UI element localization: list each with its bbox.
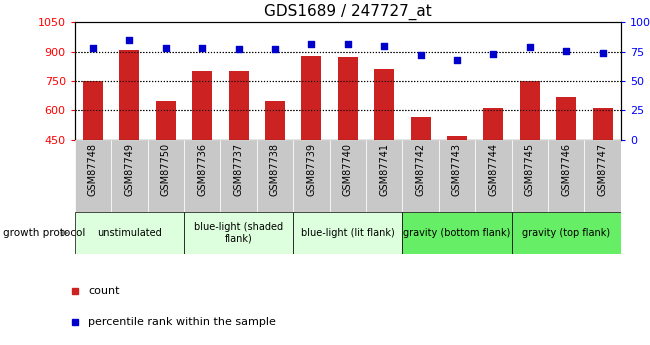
Bar xyxy=(411,117,430,140)
Bar xyxy=(374,69,394,140)
Bar xyxy=(265,101,285,140)
Point xyxy=(270,47,280,52)
Text: GSM87742: GSM87742 xyxy=(415,144,426,196)
Point xyxy=(197,46,207,51)
Point xyxy=(415,52,426,58)
Bar xyxy=(593,108,612,140)
Point xyxy=(597,50,608,56)
Text: gravity (bottom flank): gravity (bottom flank) xyxy=(403,228,511,238)
Point xyxy=(306,41,317,46)
Text: count: count xyxy=(88,286,120,296)
Text: blue-light (lit flank): blue-light (lit flank) xyxy=(301,228,395,238)
Bar xyxy=(75,212,184,254)
Text: GSM87749: GSM87749 xyxy=(124,144,135,196)
Bar xyxy=(475,140,512,212)
Point xyxy=(488,51,499,57)
Bar xyxy=(584,140,621,212)
Bar xyxy=(192,71,212,140)
Text: unstimulated: unstimulated xyxy=(97,228,162,238)
Bar xyxy=(484,108,503,140)
Bar xyxy=(512,140,548,212)
Bar xyxy=(120,50,139,140)
Point xyxy=(379,43,389,49)
Bar xyxy=(184,140,220,212)
Point xyxy=(525,44,535,50)
Bar xyxy=(447,136,467,140)
Bar xyxy=(220,140,257,212)
Point xyxy=(161,46,171,51)
Bar xyxy=(156,101,176,140)
Bar xyxy=(439,140,475,212)
Point xyxy=(124,37,135,43)
Text: GSM87743: GSM87743 xyxy=(452,144,462,196)
Bar xyxy=(148,140,184,212)
Bar xyxy=(556,97,576,140)
Point xyxy=(233,47,244,52)
Text: GSM87740: GSM87740 xyxy=(343,144,353,196)
Text: GSM87745: GSM87745 xyxy=(525,144,535,196)
Point xyxy=(88,46,98,51)
Title: GDS1689 / 247727_at: GDS1689 / 247727_at xyxy=(264,3,432,20)
Bar xyxy=(111,140,148,212)
Bar xyxy=(293,140,330,212)
Bar xyxy=(366,140,402,212)
Text: GSM87747: GSM87747 xyxy=(597,144,608,196)
Point xyxy=(561,48,571,53)
Text: GSM87737: GSM87737 xyxy=(233,144,244,196)
Text: GSM87739: GSM87739 xyxy=(306,144,317,196)
Bar xyxy=(293,212,402,254)
Bar xyxy=(229,71,248,140)
Point xyxy=(452,57,462,63)
Bar xyxy=(330,140,366,212)
Bar xyxy=(184,212,293,254)
Point xyxy=(343,41,353,46)
Text: GSM87750: GSM87750 xyxy=(161,144,171,196)
Text: GSM87736: GSM87736 xyxy=(197,144,207,196)
Text: gravity (top flank): gravity (top flank) xyxy=(522,228,610,238)
Bar xyxy=(302,56,321,140)
Bar xyxy=(548,140,584,212)
Bar xyxy=(83,81,103,140)
Text: percentile rank within the sample: percentile rank within the sample xyxy=(88,317,276,327)
Text: GSM87746: GSM87746 xyxy=(561,144,571,196)
Text: blue-light (shaded
flank): blue-light (shaded flank) xyxy=(194,222,283,244)
Text: growth protocol: growth protocol xyxy=(3,228,86,238)
Text: GSM87744: GSM87744 xyxy=(488,144,499,196)
Bar xyxy=(402,212,512,254)
Bar xyxy=(402,140,439,212)
Bar xyxy=(512,212,621,254)
Text: GSM87738: GSM87738 xyxy=(270,144,280,196)
Text: GSM87748: GSM87748 xyxy=(88,144,98,196)
Bar xyxy=(338,57,358,140)
Bar xyxy=(75,140,111,212)
Bar xyxy=(520,81,540,140)
Text: GSM87741: GSM87741 xyxy=(379,144,389,196)
Bar xyxy=(257,140,293,212)
